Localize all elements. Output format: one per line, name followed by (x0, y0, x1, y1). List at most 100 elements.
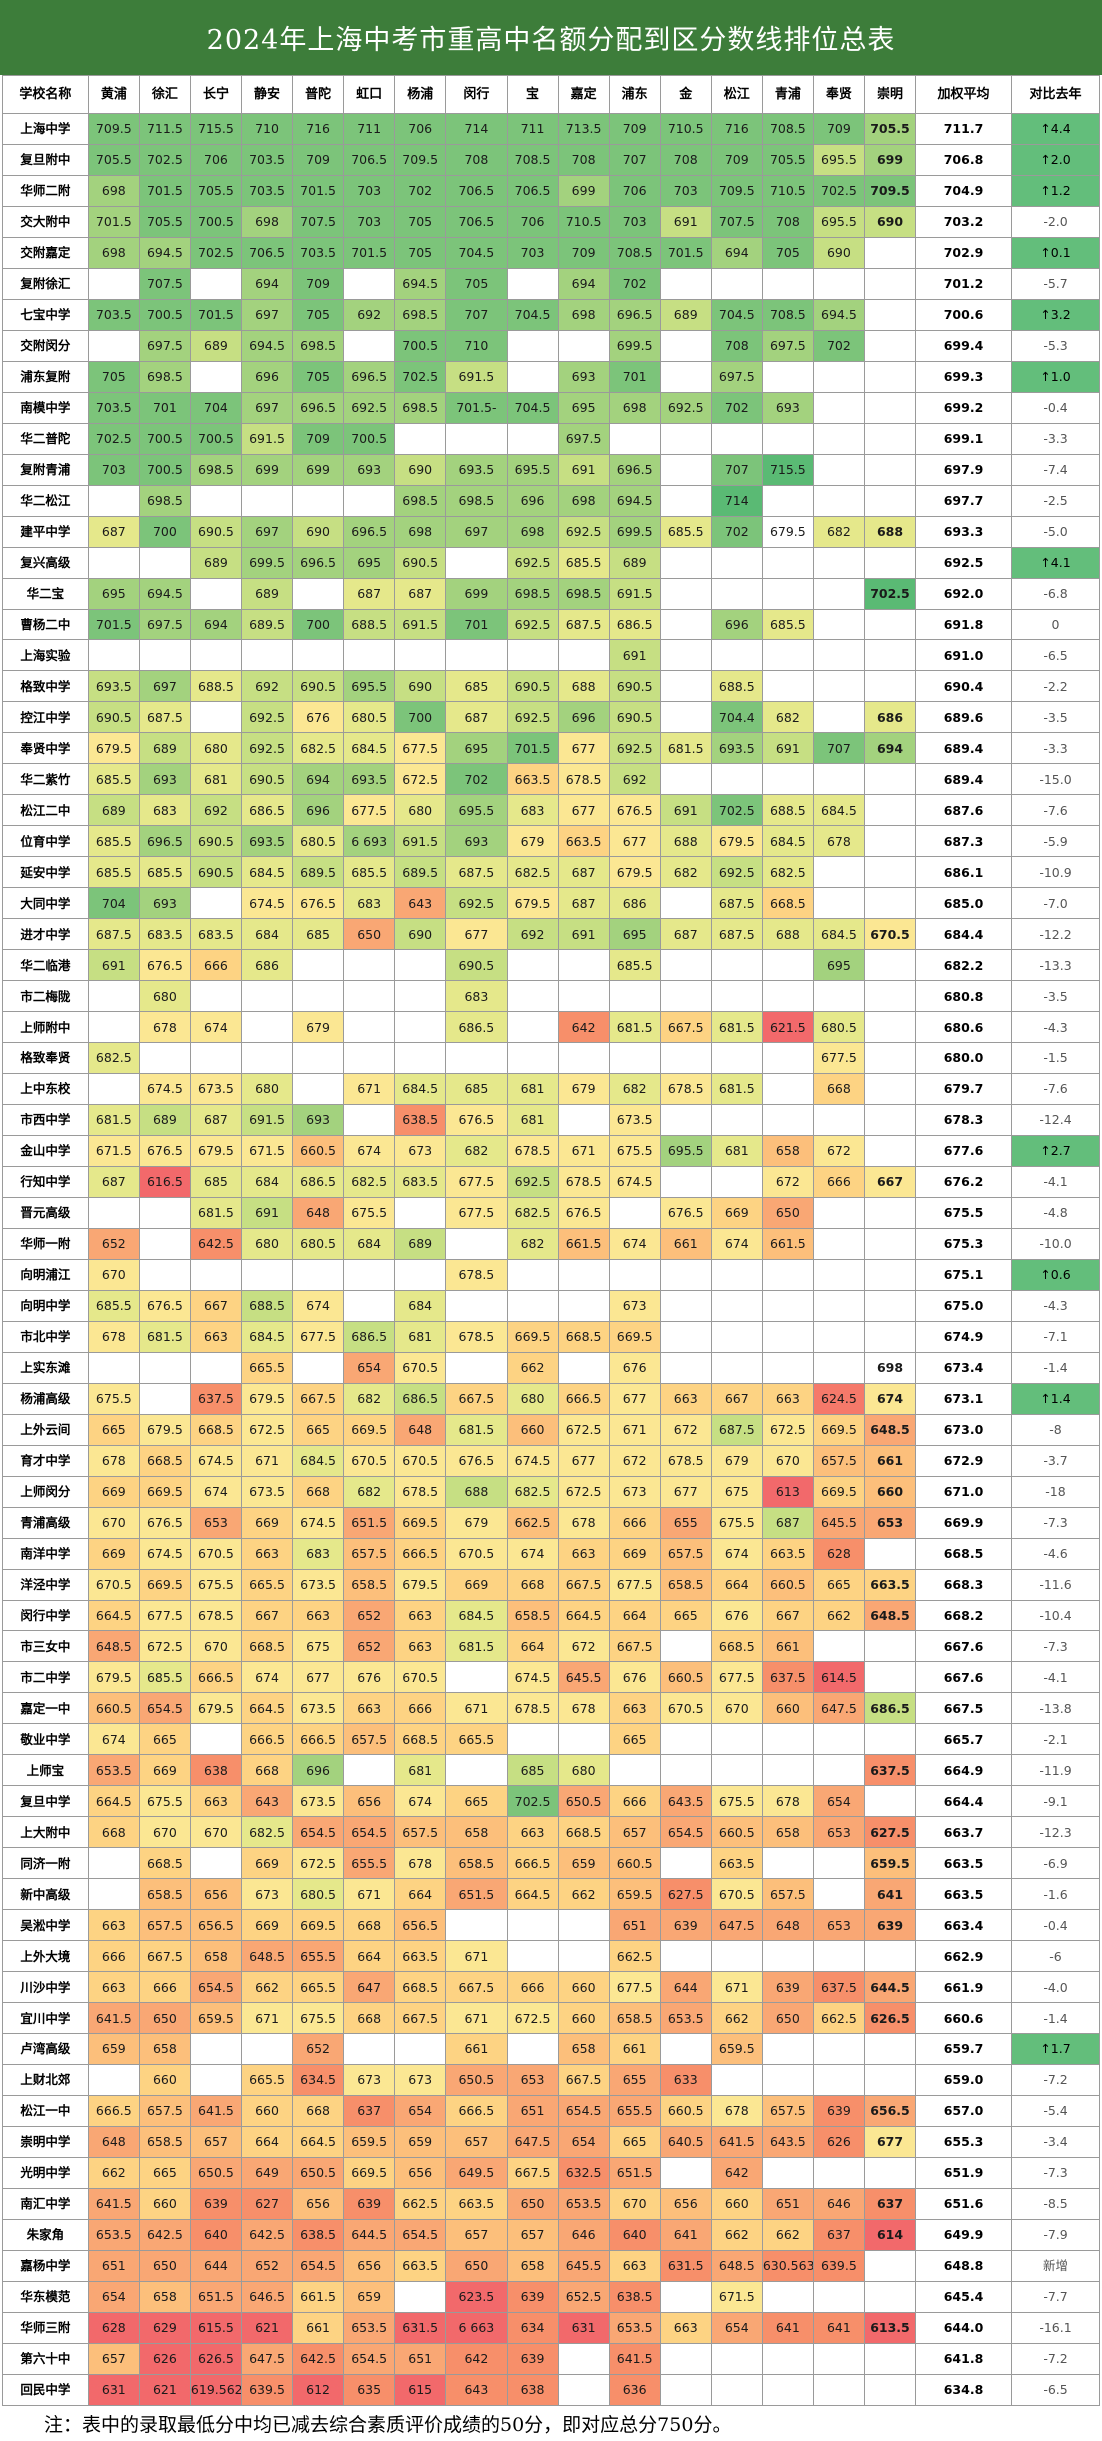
district-score: 708 (761, 205, 814, 238)
district-score: 674.5 (506, 1661, 559, 1694)
district-score: 670 (608, 2187, 661, 2220)
district-score: 673.5 (292, 1692, 345, 1725)
district-score (659, 608, 712, 641)
district-score: 692.5 (557, 515, 610, 548)
district-score: 678.5 (445, 1320, 508, 1353)
district-score (659, 1104, 712, 1136)
district-score: 674 (87, 1723, 140, 1756)
table-row: 上师宝 653.5 669 638 668 696 681 685 680 637.5 664.9-… (2, 1754, 1100, 1787)
year-change: -7.3 (1011, 1630, 1100, 1663)
district-score: 643 (394, 887, 447, 920)
district-score (189, 1258, 242, 1291)
district-score: 665 (608, 1723, 661, 1756)
district-score (863, 825, 917, 858)
weighted-average: 686.1 (915, 856, 1013, 889)
year-change: -5.7 (1011, 267, 1100, 300)
district-score: 678.5 (445, 1258, 508, 1291)
weighted-average: 675.3 (915, 1227, 1013, 1260)
header-row: 学校名称 黄浦 徐汇 长宁 静安 普陀 虹口 杨浦 闵行宝嘉定 浦东金松江 青浦 奉贤 崇明 加权平均 对比… (2, 75, 1100, 114)
district-score: 664.5 (87, 1785, 140, 1818)
weighted-average: 680.8 (915, 980, 1013, 1013)
district-score: 690.5 (240, 763, 294, 796)
district-score: 672.5 (557, 1475, 610, 1508)
district-score: 696.5 (292, 391, 345, 424)
school-name: 松江一中 (2, 2095, 89, 2127)
district-score: 684.5 (812, 794, 865, 827)
district-score: 692 (240, 670, 294, 703)
district-score: 698.5 (394, 484, 447, 517)
district-score: 641 (761, 2311, 814, 2344)
school-name: 复兴高级 (2, 546, 89, 579)
district-score: 668.5 (138, 1847, 191, 1880)
district-score (189, 980, 242, 1013)
year-change: -8.5 (1011, 2187, 1100, 2220)
table-row: 行知中学 687 616.5 685 684 686.5 682.5 683.5 677.5 69… (2, 1165, 1100, 1198)
district-score: 674 (710, 1227, 763, 1260)
district-score: 627 (240, 2187, 294, 2220)
district-score (863, 2373, 917, 2406)
district-score: 680 (394, 794, 447, 827)
district-score (812, 2342, 865, 2375)
district-score (87, 980, 140, 1013)
district-score (812, 1258, 865, 1291)
district-score: 699.5 (608, 329, 661, 362)
district-score: 637 (343, 2095, 396, 2127)
district-score: 681.5 (138, 1320, 191, 1353)
district-score: 660 (761, 1692, 814, 1725)
district-score (863, 763, 917, 796)
district-score: 660.5 (659, 2095, 712, 2127)
table-row: 市二中学 679.5 685.5 666.5 674 677 676 670.5 674.5 64… (2, 1661, 1100, 1694)
year-change: -6 (1011, 1940, 1100, 1973)
district-score: 669 (240, 1909, 294, 1942)
school-name: 回民中学 (2, 2373, 89, 2406)
district-score: 693 (761, 391, 814, 424)
district-score: 660 (863, 1475, 917, 1508)
table-row: 奉贤中学 679.5 689 680 692.5 682.5 684.5 677.5 695 70… (2, 732, 1100, 765)
district-score (394, 1258, 447, 1291)
year-change: -4.3 (1011, 1289, 1100, 1322)
district-score: 691 (557, 918, 610, 951)
district-score: 680 (557, 1754, 610, 1787)
district-score (506, 1042, 559, 1075)
weighted-average: 651.9 (915, 2156, 1013, 2189)
district-score: 708 (557, 143, 610, 176)
district-score: 715.5 (761, 453, 814, 486)
column-header: 金 (659, 75, 712, 114)
district-score: 652.5 (557, 2280, 610, 2313)
district-score (812, 577, 865, 610)
district-score: 698 (87, 174, 140, 207)
district-score: 653 (189, 1506, 242, 1539)
district-score: 681.5 (189, 1196, 242, 1229)
district-score: 671 (343, 1878, 396, 1911)
district-score: 685.5 (608, 949, 661, 982)
district-score: 674 (506, 1537, 559, 1570)
district-score: 648.5 (240, 1940, 294, 1973)
district-score: 657 (608, 1816, 661, 1849)
district-score: 663.5 (506, 763, 559, 796)
district-score: 708.5 (761, 298, 814, 331)
district-score: 641 (863, 1878, 917, 1911)
district-score (761, 2280, 814, 2313)
district-score (863, 1042, 917, 1075)
district-score: 693 (445, 825, 508, 858)
year-change: -18 (1011, 1475, 1100, 1508)
weighted-average: 699.4 (915, 329, 1013, 362)
district-score (189, 1723, 242, 1756)
district-score: 671 (608, 1413, 661, 1446)
school-name: 进才中学 (2, 918, 89, 951)
district-score: 694.5 (812, 298, 865, 331)
district-score: 639 (506, 2342, 559, 2375)
district-score: 678.5 (506, 1134, 559, 1167)
district-score: 628 (87, 2311, 140, 2344)
weighted-average: 703.2 (915, 205, 1013, 238)
district-score: 705 (445, 267, 508, 300)
school-name: 嘉杨中学 (2, 2249, 89, 2282)
district-score: 663 (659, 1382, 712, 1415)
district-score: 690 (292, 515, 345, 548)
weighted-average: 679.7 (915, 1073, 1013, 1105)
district-score: 682 (343, 1475, 396, 1508)
district-score: 693.5 (445, 453, 508, 486)
district-score (292, 577, 345, 610)
district-score: 656.5 (189, 1909, 242, 1942)
